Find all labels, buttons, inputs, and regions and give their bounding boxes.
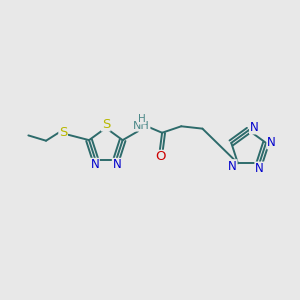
Text: N: N (250, 121, 258, 134)
Text: S: S (59, 126, 67, 139)
Text: S: S (102, 118, 110, 131)
Text: N: N (255, 162, 264, 175)
Text: H: H (138, 114, 146, 124)
Text: N: N (112, 158, 121, 171)
Text: NH: NH (133, 121, 150, 131)
Text: N: N (91, 158, 99, 171)
Text: N: N (228, 160, 237, 173)
Text: O: O (155, 150, 165, 164)
Text: N: N (267, 136, 276, 149)
